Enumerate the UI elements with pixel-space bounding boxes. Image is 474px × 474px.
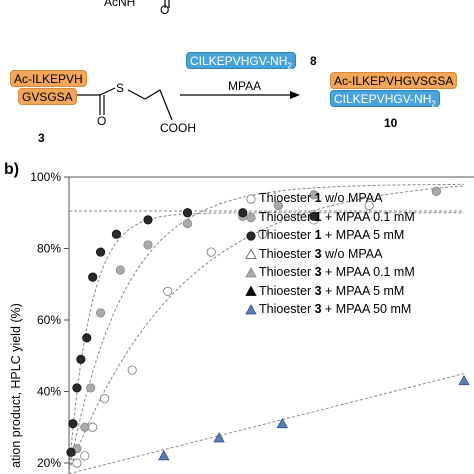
legend-entry: Thioester 1 + MPAA 0.1 mM bbox=[259, 210, 415, 224]
data-point-series-0 bbox=[88, 422, 98, 432]
compound-label-8: 8 bbox=[310, 54, 317, 68]
legend-entry-condition: w/o MPAA bbox=[321, 191, 383, 205]
data-point-series-6 bbox=[458, 374, 470, 386]
legend-entry-condition: + MPAA 0.1 mM bbox=[321, 209, 415, 224]
legend-marker bbox=[245, 248, 257, 259]
data-point-series-2 bbox=[238, 208, 248, 218]
thioester-cooh: COOH bbox=[160, 121, 196, 135]
legend-entry-prefix: Thioester bbox=[259, 265, 315, 279]
thioester-o-atom: O bbox=[160, 3, 170, 17]
legend-entry-condition: + MPAA 5 mM bbox=[321, 228, 405, 242]
legend-entry: Thioester 3 + MPAA 5 mM bbox=[259, 284, 404, 298]
fit-curve-thioester3-50mm bbox=[68, 373, 465, 474]
data-point-series-2 bbox=[96, 247, 106, 257]
fit-curve-0.1mm bbox=[68, 183, 464, 471]
thioester-carbonyl-o: O bbox=[97, 114, 107, 128]
legend-marker bbox=[245, 304, 257, 315]
data-point-series-0 bbox=[206, 247, 216, 257]
thioester-s-atom: S bbox=[116, 81, 125, 95]
legend-entry-number: 1 bbox=[314, 191, 322, 205]
legend-entry-condition: w/o MPAA bbox=[321, 246, 383, 261]
y-tick-label: 60% bbox=[37, 313, 61, 327]
y-tick-label: 40% bbox=[37, 385, 61, 399]
data-point-series-2 bbox=[68, 419, 78, 429]
data-point-series-1 bbox=[96, 308, 106, 318]
data-point-series-6 bbox=[213, 432, 225, 443]
legend-entry-prefix: Thioester bbox=[259, 191, 315, 205]
data-point-series-2 bbox=[82, 333, 92, 343]
data-point-series-1 bbox=[309, 190, 319, 200]
legend-entry-condition: + MPAA 5 mM bbox=[321, 283, 405, 298]
y-tick-label: 80% bbox=[37, 242, 61, 256]
y-axis-label: ation product, HPLC yield (%) bbox=[9, 303, 23, 468]
data-point-series-1 bbox=[431, 186, 441, 196]
legend-entry-condition: + MPAA 0.1 mM bbox=[321, 265, 415, 279]
legend-entry-prefix: Thioester bbox=[259, 209, 315, 224]
y-tick-label: 20% bbox=[37, 456, 61, 470]
data-point-series-0 bbox=[364, 200, 374, 211]
legend-entry-number: 1 bbox=[314, 228, 322, 242]
top-fragment-bonds bbox=[72, 0, 300, 121]
fit-curve-no-mpaa bbox=[68, 185, 465, 471]
data-point-series-0 bbox=[127, 365, 137, 375]
reagent-8-peptide: CILKEPVHGV-NH2 bbox=[186, 52, 296, 70]
legend-entry: Thioester 3 w/o MPAA bbox=[259, 247, 382, 261]
data-point-series-1 bbox=[182, 218, 193, 229]
data-point-series-1 bbox=[273, 200, 283, 211]
data-point-series-6 bbox=[276, 417, 288, 429]
data-point-series-2 bbox=[111, 229, 122, 239]
legend-marker bbox=[246, 212, 256, 223]
data-point-series-0 bbox=[72, 458, 82, 468]
legend-marker bbox=[246, 194, 256, 204]
compound-label-3: 3 bbox=[38, 131, 45, 145]
legend-entry-number: 1 bbox=[314, 209, 322, 224]
legend-entry-prefix: Thioester bbox=[259, 283, 315, 298]
reactant-3-line2: GVSGSA bbox=[18, 88, 77, 105]
data-point-series-0 bbox=[99, 394, 110, 404]
product-10-line2: CILKEPVHGV-NH2 bbox=[330, 90, 440, 108]
data-point-series-2 bbox=[88, 272, 98, 282]
data-point-series-1 bbox=[86, 383, 96, 393]
legend-entry-number: 3 bbox=[314, 283, 322, 298]
data-point-series-6 bbox=[158, 450, 170, 461]
legend-marker bbox=[245, 267, 257, 278]
legend-entry-condition: + MPAA 50 mM bbox=[321, 302, 412, 316]
legend-entry-prefix: Thioester bbox=[259, 246, 315, 261]
panel-label: b) bbox=[4, 161, 20, 178]
y-tick-label: 100% bbox=[30, 170, 61, 184]
legend-entry-number: 3 bbox=[314, 302, 322, 316]
yield-chart: b) 20% 40% 60% 80% 100% ation product, HPLC y… bbox=[0, 160, 474, 474]
plot-area: 20% 40% 60% 80% 100% ation product, HPLC yiel… bbox=[9, 170, 474, 474]
data-point-series-2 bbox=[66, 447, 76, 457]
data-point-series-1 bbox=[143, 240, 153, 250]
top-fragment-label: AcNH bbox=[104, 0, 136, 9]
data-point-series-2 bbox=[76, 354, 86, 364]
legend-entry: Thioester 1 + MPAA 5 mM bbox=[259, 228, 404, 242]
data-point-series-2 bbox=[143, 215, 153, 225]
compound-label-10: 10 bbox=[384, 116, 398, 130]
legend-marker bbox=[246, 231, 256, 241]
data-point-series-0 bbox=[257, 229, 268, 239]
reactant-3-line1: Ac-ILKEPVH bbox=[10, 70, 87, 87]
legend-entry: Thioester 3 + MPAA 0.1 mM bbox=[259, 265, 415, 279]
product-10-line1: Ac-ILKEPVHGVSGSA bbox=[330, 72, 458, 89]
legend-entry-number: 3 bbox=[314, 265, 322, 279]
legend-entry: Thioester 1 w/o MPAA bbox=[259, 191, 382, 205]
legend-entry: Thioester 3 + MPAA 50 mM bbox=[259, 302, 411, 316]
data-point-series-2 bbox=[182, 208, 193, 218]
data-point-series-1 bbox=[115, 265, 125, 275]
legend-entry-prefix: Thioester bbox=[259, 228, 315, 242]
reaction-scheme: AcNH O Ac-ILKEPVH GVSGSA S O COOH 3 CILK… bbox=[0, 0, 474, 160]
data-point-series-2 bbox=[309, 211, 319, 221]
legend-entry-prefix: Thioester bbox=[259, 302, 315, 316]
data-point-series-2 bbox=[72, 383, 82, 393]
legend-entry-number: 3 bbox=[314, 246, 322, 261]
legend-marker bbox=[245, 285, 257, 296]
reaction-condition: MPAA bbox=[228, 79, 262, 93]
data-point-series-0 bbox=[163, 286, 173, 296]
data-point-series-0 bbox=[80, 451, 90, 461]
data-point-series-1 bbox=[80, 422, 90, 432]
